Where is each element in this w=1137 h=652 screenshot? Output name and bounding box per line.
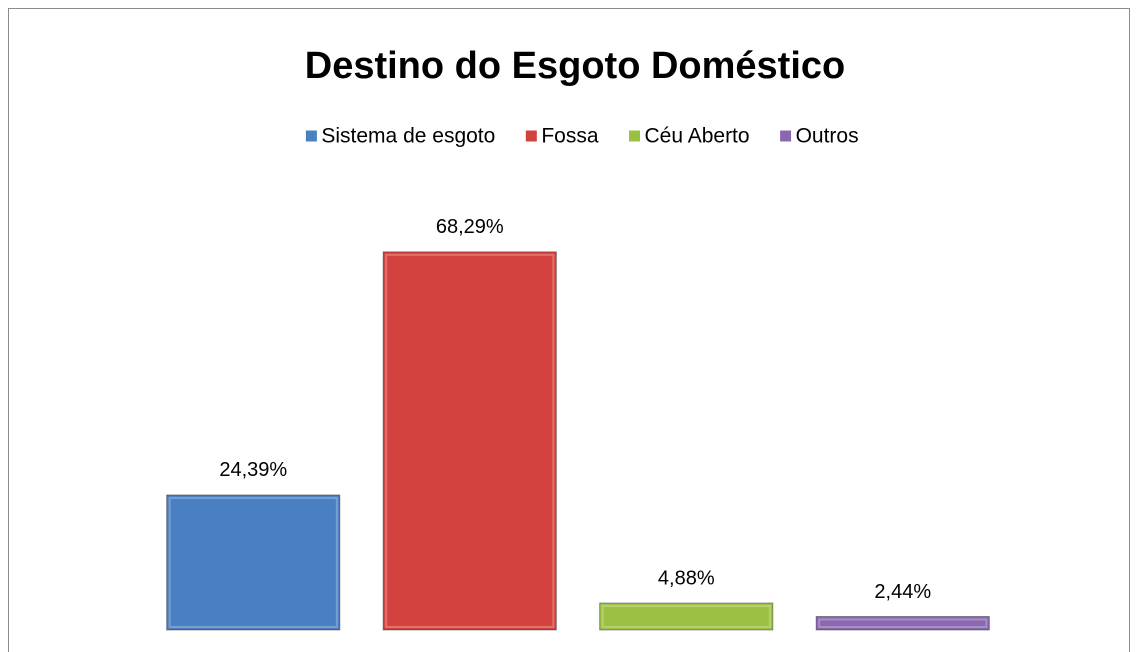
value-label: 2,44%: [874, 581, 931, 603]
legend-swatch: [524, 129, 538, 143]
legend-label: Fossa: [541, 125, 599, 148]
chart-border: [8, 8, 1130, 652]
bar: [599, 602, 774, 631]
bar: [166, 494, 341, 631]
bar-bevel: [385, 253, 555, 629]
legend-label: Outros: [796, 125, 859, 148]
bar-bevel: [818, 618, 988, 629]
legend-swatch: [779, 129, 793, 143]
legend-swatch: [628, 129, 642, 143]
value-label: 68,29%: [436, 216, 504, 238]
bar: [382, 251, 557, 631]
bar-bevel: [168, 496, 338, 628]
bar-bevel: [601, 604, 771, 628]
value-label: 24,39%: [219, 459, 287, 481]
chart-title: Destino do Esgoto Doméstico: [305, 45, 845, 87]
legend-swatch: [304, 129, 318, 143]
legend-label: Céu Aberto: [645, 125, 750, 148]
legend-label: Sistema de esgoto: [321, 125, 495, 148]
value-label: 4,88%: [658, 567, 715, 589]
bar: [815, 615, 990, 631]
